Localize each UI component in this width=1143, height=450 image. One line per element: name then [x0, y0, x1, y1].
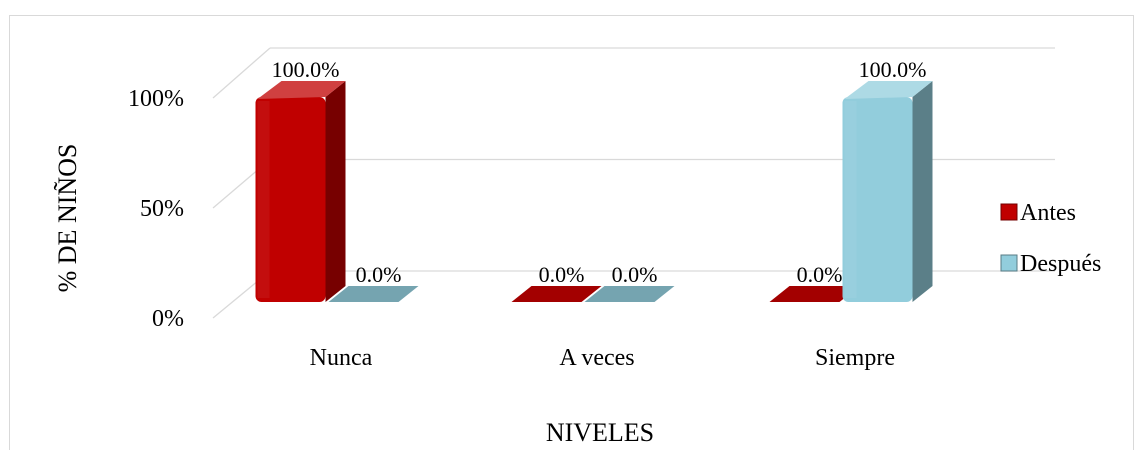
- legend-swatch: [1000, 203, 1018, 221]
- data-label-1-2: 100.0%: [859, 57, 927, 82]
- y-tick-label: 100%: [128, 86, 184, 112]
- bar-antes-2: [769, 286, 860, 302]
- category-label: Nunca: [310, 345, 373, 371]
- x-axis-categories: Nunca A veces Siempre: [310, 345, 895, 371]
- data-label-1-0: 0.0%: [356, 262, 402, 287]
- bar-despus-0: [328, 286, 419, 302]
- y-tick-label: 0%: [152, 306, 184, 332]
- category-label: A veces: [559, 345, 634, 371]
- bar-despus-2: [842, 81, 933, 302]
- data-label-0-2: 0.0%: [797, 262, 843, 287]
- data-label-0-0: 100.0%: [272, 57, 340, 82]
- legend-label: Después: [1020, 251, 1101, 277]
- bars: [255, 81, 933, 302]
- x-axis-title: NIVELES: [546, 418, 654, 447]
- y-axis-title: % DE NIÑOS: [53, 144, 82, 293]
- gridline-depth-2: [212, 47, 271, 99]
- data-label-1-1: 0.0%: [612, 262, 658, 287]
- data-labels: 100.0% 0.0% 0.0% 0.0% 0.0% 100.0%: [272, 57, 927, 287]
- chart-frame: [9, 15, 1134, 450]
- legend-label: Antes: [1020, 200, 1076, 226]
- bar-despus-1: [584, 286, 675, 302]
- data-label-0-1: 0.0%: [539, 262, 585, 287]
- legend-item-1: Después: [1000, 251, 1101, 277]
- category-label: Siempre: [815, 345, 895, 371]
- bar-antes-0: [255, 81, 346, 302]
- legend: Antes Después: [1000, 200, 1101, 277]
- bar-antes-1: [511, 286, 602, 302]
- legend-item-0: Antes: [1000, 200, 1076, 226]
- legend-swatch: [1000, 254, 1018, 272]
- y-tick-label: 50%: [140, 196, 184, 222]
- y-axis-ticks: 0% 50% 100%: [128, 86, 184, 332]
